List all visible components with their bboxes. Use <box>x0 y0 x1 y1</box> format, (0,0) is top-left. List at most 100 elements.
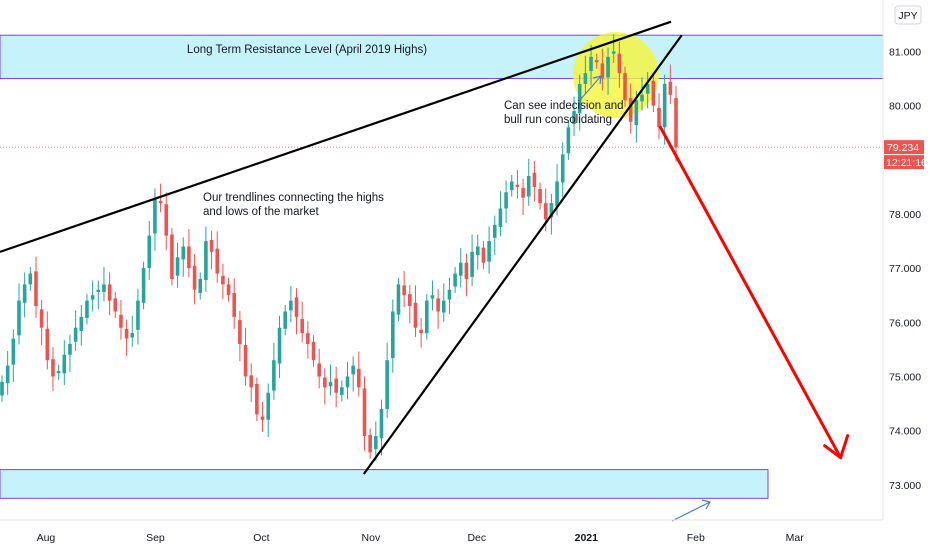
candle-body[interactable] <box>22 284 27 303</box>
candle-body[interactable] <box>158 200 163 204</box>
candle-body[interactable] <box>560 154 565 183</box>
candle-body[interactable] <box>345 376 350 388</box>
trendlines[interactable] <box>0 20 683 475</box>
candle-body[interactable] <box>645 83 650 94</box>
candle-body[interactable] <box>255 384 259 415</box>
candle-body[interactable] <box>39 309 44 328</box>
support-zone[interactable] <box>0 469 769 499</box>
candle-body[interactable] <box>260 416 265 420</box>
candle-body[interactable] <box>600 63 605 79</box>
candle-body[interactable] <box>657 107 661 128</box>
candle-body[interactable] <box>436 298 440 312</box>
candle-body[interactable] <box>56 371 61 374</box>
candle-body[interactable] <box>238 320 242 344</box>
candle-body[interactable] <box>17 300 21 336</box>
candle-body[interactable] <box>549 203 554 218</box>
candle-body[interactable] <box>73 327 78 342</box>
candle-body[interactable] <box>402 285 406 296</box>
trendline[interactable] <box>362 34 683 475</box>
candle-body[interactable] <box>232 293 237 317</box>
candle-body[interactable] <box>391 311 395 359</box>
candle-body[interactable] <box>407 294 412 307</box>
candle-body[interactable] <box>289 300 293 311</box>
candle-body[interactable] <box>272 360 276 391</box>
candle-body[interactable] <box>594 60 599 63</box>
candle-body[interactable] <box>249 375 254 388</box>
candle-body[interactable] <box>487 241 491 262</box>
candle-body[interactable] <box>209 239 214 252</box>
candle-body[interactable] <box>11 338 16 365</box>
candle-body[interactable] <box>323 377 327 388</box>
candle-body[interactable] <box>515 184 520 187</box>
candle-body[interactable] <box>509 181 514 191</box>
candle-body[interactable] <box>543 203 548 220</box>
candle-body[interactable] <box>85 300 89 318</box>
candle-body[interactable] <box>589 56 593 71</box>
candle-body[interactable] <box>328 381 333 387</box>
candle-body[interactable] <box>164 204 169 236</box>
candle-body[interactable] <box>102 284 106 292</box>
candle-body[interactable] <box>374 436 378 450</box>
candle-body[interactable] <box>430 295 435 299</box>
candle-body[interactable] <box>362 388 367 437</box>
candle-body[interactable] <box>0 381 4 396</box>
candle-body[interactable] <box>107 284 112 301</box>
candle-body[interactable] <box>481 247 486 263</box>
candle-body[interactable] <box>662 83 667 128</box>
hint-arrow-indecision[interactable] <box>579 75 602 101</box>
candle-body[interactable] <box>617 53 622 74</box>
candle-body[interactable] <box>674 98 678 148</box>
candle-body[interactable] <box>79 316 84 331</box>
candle-body[interactable] <box>566 127 571 154</box>
candle-body[interactable] <box>385 360 389 409</box>
candle-body[interactable] <box>266 392 271 420</box>
candle-body[interactable] <box>317 363 321 377</box>
candle-body[interactable] <box>640 94 644 102</box>
candle-body[interactable] <box>464 262 469 279</box>
candle-body[interactable] <box>90 295 95 300</box>
candle-body[interactable] <box>51 359 55 377</box>
candle-body[interactable] <box>504 192 508 209</box>
projection-arrow[interactable] <box>658 125 850 460</box>
candle-body[interactable] <box>170 234 174 279</box>
candle-body[interactable] <box>277 327 282 364</box>
candle-body[interactable] <box>357 368 361 388</box>
time-axis[interactable]: Aug Sep Oct Nov Dec 2021 Feb Mar <box>37 532 805 544</box>
candle-body[interactable] <box>623 73 627 101</box>
resistance-zone[interactable] <box>0 34 884 80</box>
candle-body[interactable] <box>124 328 129 339</box>
candle-body[interactable] <box>634 100 639 126</box>
candle-body[interactable] <box>555 181 559 207</box>
candle-body[interactable] <box>34 271 38 307</box>
candle-body[interactable] <box>668 81 673 95</box>
candle-body[interactable] <box>45 328 50 361</box>
candle-body[interactable] <box>458 262 463 276</box>
candle-body[interactable] <box>470 251 474 277</box>
candle-body[interactable] <box>198 278 203 294</box>
candle-body[interactable] <box>447 289 452 300</box>
candle-body[interactable] <box>130 333 135 338</box>
candle-body[interactable] <box>221 275 225 285</box>
candle-body[interactable] <box>572 111 576 125</box>
candle-body[interactable] <box>243 345 248 377</box>
candle-body[interactable] <box>498 208 503 227</box>
candle-body[interactable] <box>583 73 588 84</box>
candle-body[interactable] <box>187 246 191 269</box>
candle-body[interactable] <box>334 378 338 393</box>
candle-body[interactable] <box>153 197 157 234</box>
candle-body[interactable] <box>119 314 123 328</box>
candle-body[interactable] <box>175 257 180 276</box>
candle-body[interactable] <box>340 387 344 395</box>
candle-body[interactable] <box>62 354 67 374</box>
candle-body[interactable] <box>453 273 457 287</box>
candle-body[interactable] <box>628 98 633 122</box>
candle-body[interactable] <box>475 246 480 256</box>
trendline[interactable] <box>0 20 672 253</box>
candle-body[interactable] <box>396 284 401 315</box>
candle-body[interactable] <box>606 56 610 78</box>
candle-body[interactable] <box>28 273 33 285</box>
candle-body[interactable] <box>113 298 118 312</box>
candle-body[interactable] <box>181 246 186 260</box>
candle-body[interactable] <box>136 300 140 330</box>
